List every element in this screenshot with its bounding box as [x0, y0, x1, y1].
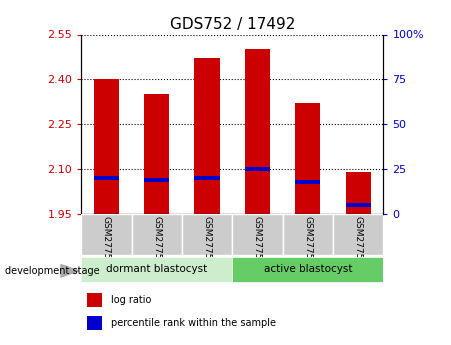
Bar: [144, 178, 169, 182]
Bar: [345, 203, 371, 207]
Text: percentile rank within the sample: percentile rank within the sample: [111, 318, 276, 328]
Text: development stage: development stage: [5, 266, 99, 276]
Bar: [194, 58, 220, 214]
Text: dormant blastocyst: dormant blastocyst: [106, 264, 207, 274]
Bar: [283, 214, 333, 255]
Bar: [182, 214, 232, 255]
Bar: [333, 214, 383, 255]
Text: GSM27755: GSM27755: [202, 216, 212, 265]
Bar: [345, 172, 371, 214]
Text: GSM27756: GSM27756: [253, 216, 262, 265]
Bar: [245, 49, 270, 214]
Bar: [132, 214, 182, 255]
Bar: [87, 293, 102, 307]
Bar: [232, 257, 383, 282]
Bar: [144, 94, 169, 214]
Bar: [245, 167, 270, 171]
Text: GSM27754: GSM27754: [152, 216, 161, 265]
Bar: [232, 214, 283, 255]
Text: log ratio: log ratio: [111, 295, 152, 305]
Bar: [87, 316, 102, 331]
Bar: [295, 180, 320, 184]
Text: GSM27757: GSM27757: [304, 216, 312, 265]
Title: GDS752 / 17492: GDS752 / 17492: [170, 17, 295, 32]
Text: active blastocyst: active blastocyst: [263, 264, 352, 274]
Bar: [194, 176, 220, 180]
Bar: [81, 214, 132, 255]
Text: GSM27753: GSM27753: [102, 216, 111, 265]
Polygon shape: [61, 265, 79, 277]
Bar: [295, 103, 320, 214]
Bar: [81, 257, 232, 282]
Text: GSM27758: GSM27758: [354, 216, 363, 265]
Bar: [94, 176, 119, 180]
Bar: [94, 79, 119, 214]
